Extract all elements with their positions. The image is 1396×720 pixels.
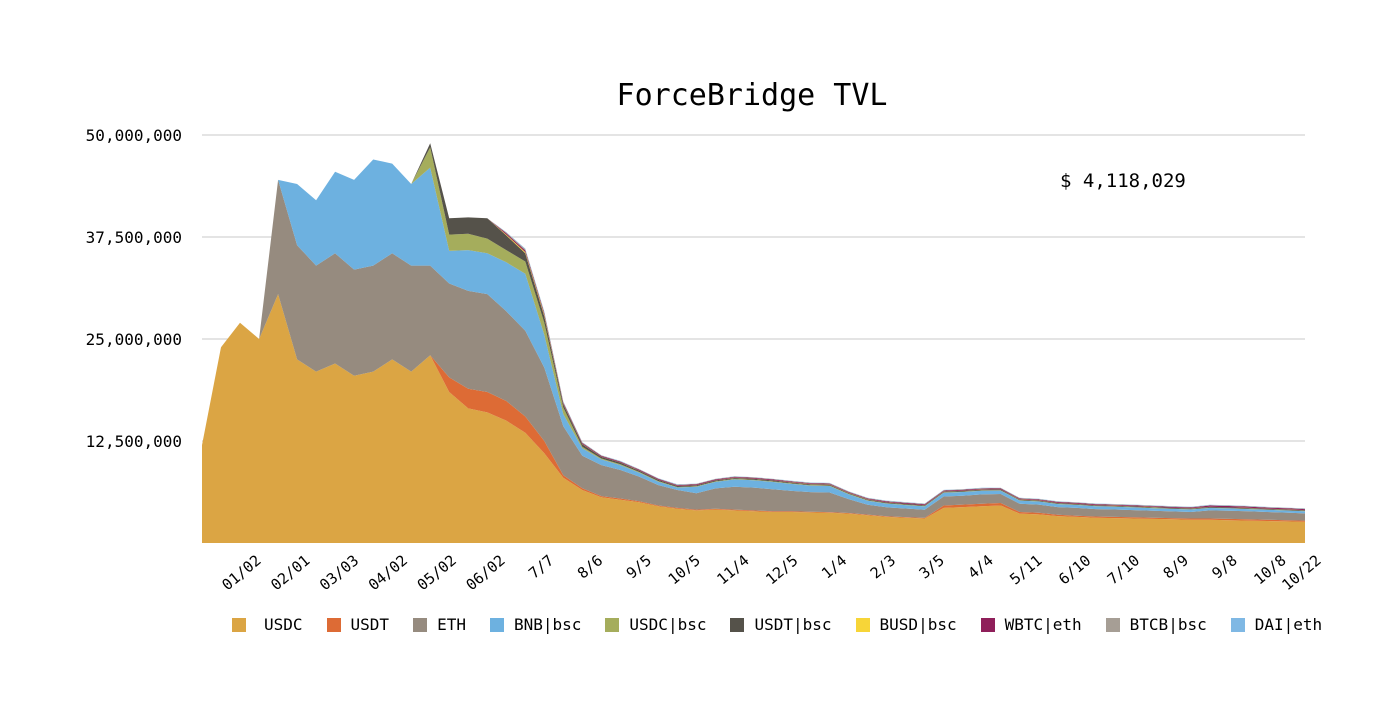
legend-item: BNB|bsc [489, 615, 582, 634]
legend-label: BUSD|bsc [879, 615, 957, 634]
legend-label: DAI|eth [1254, 615, 1323, 634]
legend-swatch [730, 617, 745, 632]
legend-label: BNB|bsc [513, 615, 582, 634]
x-tick-label: 9/5 [623, 551, 655, 582]
y-tick-label: 50,000,000 [86, 126, 182, 145]
y-tick-label: 25,000,000 [86, 330, 182, 349]
legend-item: ETH [413, 615, 466, 634]
x-tick-label: 10/22 [1278, 551, 1324, 594]
legend-swatch [1105, 617, 1120, 632]
legend-item: USDT [326, 615, 390, 634]
x-tick-label: 05/02 [414, 551, 460, 594]
x-tick-label: 3/5 [916, 551, 948, 582]
x-tick-label: 10/5 [665, 551, 704, 588]
legend-item: BTCB|bsc [1105, 615, 1207, 634]
legend-swatch [1230, 617, 1245, 632]
x-tick-label: 4/4 [964, 551, 996, 582]
legend-swatch [326, 617, 341, 632]
legend-item: WBTC|eth [980, 615, 1082, 634]
x-tick-label: 03/03 [316, 551, 362, 594]
x-tick-label: 7/7 [525, 551, 557, 582]
chart-title: ForceBridge TVL [616, 78, 888, 113]
area-usdc-bsc [202, 147, 1305, 512]
legend-label: ETH [437, 615, 466, 634]
legend-swatch [413, 617, 428, 632]
plot-area: 12,500,000 25,000,000 37,500,000 50,000,000… [86, 126, 1325, 594]
x-tick-label: 6/10 [1055, 551, 1094, 588]
legend-label: WBTC|eth [1004, 615, 1082, 634]
y-tick-label: 37,500,000 [86, 228, 182, 247]
x-tick-label: 5/11 [1006, 551, 1045, 588]
area-usdc [202, 294, 1305, 543]
legend-item: USDC|bsc [605, 615, 706, 634]
legend-label: USDT|bsc [754, 615, 832, 634]
area-usdt-bsc [202, 143, 1305, 511]
x-tick-label: 1/4 [818, 551, 850, 582]
area-eth [202, 179, 1305, 521]
x-tick-label: 8/9 [1160, 551, 1192, 582]
legend-label: USDC [264, 615, 303, 634]
legend-swatch [980, 617, 995, 632]
x-tick-label: 8/6 [574, 551, 606, 582]
legend-label: BTCB|bsc [1129, 615, 1207, 634]
x-tick-label: 9/8 [1208, 551, 1240, 582]
legend-item: BUSD|bsc [855, 615, 957, 634]
x-tick-label: 11/4 [713, 551, 752, 588]
legend-item: DAI|eth [1230, 615, 1323, 634]
y-tick-label: 12,500,000 [86, 432, 182, 451]
x-tick-label: 12/5 [762, 551, 801, 588]
legend-item: USDC [232, 615, 303, 634]
x-tick-label: 02/01 [267, 551, 313, 594]
legend-label: USDT [350, 615, 390, 634]
legend-swatch [232, 617, 246, 632]
legend-label: USDC|bsc [629, 615, 707, 634]
area-layer [202, 143, 1305, 543]
x-tick-label: 06/02 [462, 551, 508, 594]
legend-swatch [855, 617, 870, 632]
legend-item: USDT|bsc [730, 615, 832, 634]
x-tick-label: 7/10 [1104, 551, 1143, 588]
x-tick-label: 01/02 [218, 551, 264, 594]
x-tick-label: 2/3 [867, 551, 899, 582]
legend: USDC USDT ETH BNB|bsc USDC|bsc USDT|bsc BUSD|b… [232, 615, 1346, 634]
legend-swatch [605, 617, 620, 632]
tvl-annotation: $ 4,118,029 [1060, 170, 1186, 192]
legend-swatch [489, 617, 504, 632]
x-tick-label: 04/02 [365, 551, 411, 594]
